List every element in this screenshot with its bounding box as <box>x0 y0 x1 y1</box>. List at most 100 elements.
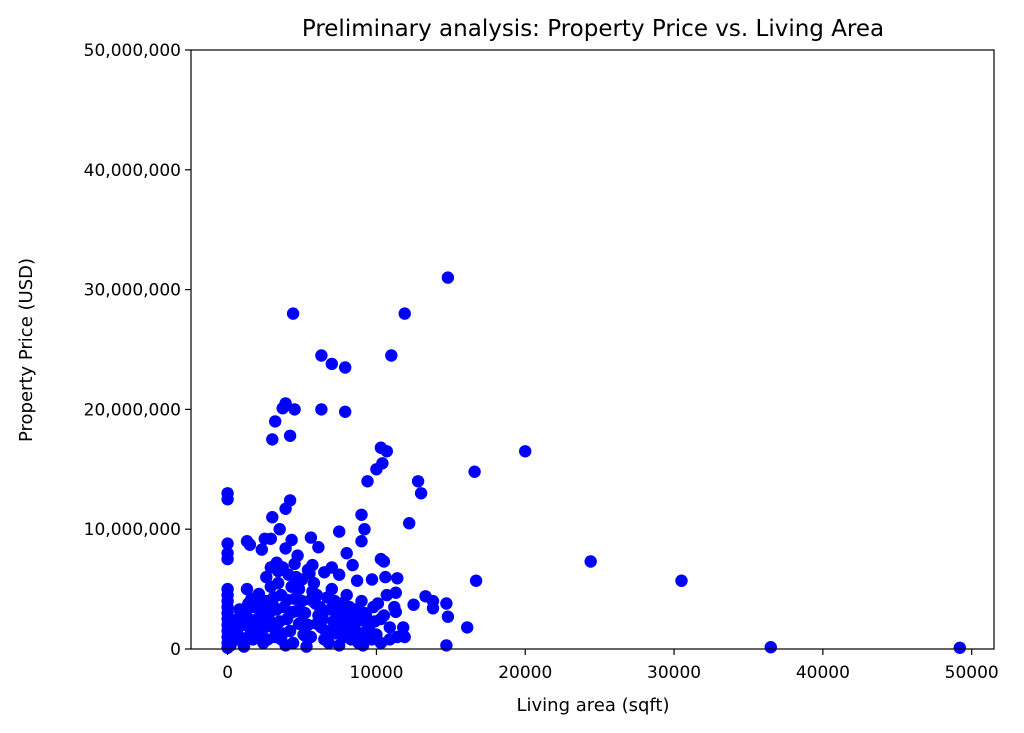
data-point <box>312 541 325 554</box>
data-point <box>339 405 352 418</box>
y-tick-label: 10,000,000 <box>84 520 181 540</box>
x-tick-label: 40000 <box>796 663 850 683</box>
data-point <box>441 271 455 284</box>
data-point <box>355 594 368 608</box>
data-point <box>261 633 274 646</box>
data-point <box>346 617 359 630</box>
data-point <box>953 641 966 654</box>
data-point <box>383 621 396 634</box>
data-point <box>224 639 237 652</box>
data-point <box>358 523 371 536</box>
chart-title: Preliminary analysis: Property Price vs.… <box>302 16 884 42</box>
data-point <box>334 605 347 619</box>
data-point <box>269 415 282 428</box>
data-point <box>346 558 359 572</box>
data-point <box>295 573 309 586</box>
data-point <box>385 349 398 362</box>
data-point <box>355 535 368 548</box>
data-point <box>380 445 393 458</box>
x-tick-label: 20000 <box>498 663 552 683</box>
data-point <box>441 610 455 623</box>
data-point <box>333 568 346 581</box>
data-point <box>252 587 266 601</box>
data-point <box>301 563 315 577</box>
data-point <box>379 570 392 584</box>
data-point <box>519 445 532 458</box>
data-point <box>764 641 777 654</box>
data-point <box>371 597 385 610</box>
data-point <box>288 557 301 571</box>
data-point <box>264 580 277 593</box>
x-tick-label: 30000 <box>647 663 701 683</box>
data-point <box>240 582 254 596</box>
data-point <box>315 403 328 416</box>
data-point <box>266 596 279 609</box>
data-point <box>304 593 318 607</box>
data-point <box>292 617 306 630</box>
y-axis-ticks: 0 10,000,000 20,000,000 30,000,000 40,000,00… <box>84 41 191 660</box>
data-point <box>339 361 352 374</box>
x-axis-ticks: 0 10000 20000 30000 40000 50000 <box>222 649 999 683</box>
data-point <box>318 566 331 579</box>
data-point <box>269 623 282 636</box>
data-point <box>377 555 391 568</box>
data-point <box>398 307 411 320</box>
y-tick-label: 50,000,000 <box>84 41 181 61</box>
data-point <box>286 605 300 619</box>
data-point <box>245 616 258 629</box>
data-point <box>298 629 312 642</box>
data-point <box>255 543 268 556</box>
data-point <box>340 629 353 642</box>
data-point <box>286 307 300 320</box>
data-point <box>389 586 402 599</box>
data-point <box>358 629 371 642</box>
data-point <box>340 547 353 560</box>
x-tick-label: 10000 <box>349 663 403 683</box>
data-point <box>304 531 318 544</box>
data-point <box>273 523 286 536</box>
data-point <box>440 639 453 652</box>
data-point <box>283 429 297 442</box>
x-axis-label: Living area (sqft) <box>516 695 669 716</box>
data-point <box>328 617 341 630</box>
y-tick-label: 40,000,000 <box>84 161 181 181</box>
data-point <box>221 552 234 566</box>
data-point <box>411 475 425 488</box>
data-point <box>266 433 279 446</box>
data-point <box>275 633 288 646</box>
data-point <box>468 465 481 478</box>
data-point <box>414 487 428 500</box>
data-point <box>279 542 292 555</box>
data-point <box>322 629 335 642</box>
y-tick-label: 20,000,000 <box>84 400 181 420</box>
data-point <box>279 502 292 515</box>
data-point <box>440 597 453 610</box>
y-tick-label: 30,000,000 <box>84 281 181 301</box>
data-point <box>276 402 289 415</box>
data-point <box>355 508 368 521</box>
data-point <box>260 605 273 619</box>
data-point <box>315 349 328 362</box>
data-point <box>280 593 294 607</box>
data-point <box>388 600 401 614</box>
data-point <box>260 570 273 584</box>
data-point <box>276 561 289 574</box>
x-tick-label: 50000 <box>945 663 999 683</box>
data-point <box>300 640 313 653</box>
data-point <box>221 493 234 506</box>
data-point <box>248 626 261 639</box>
x-tick-label: 0 <box>222 663 233 683</box>
data-point <box>365 573 379 586</box>
data-point <box>243 538 257 551</box>
data-point <box>316 605 329 619</box>
data-point <box>233 603 246 616</box>
data-point <box>321 591 334 604</box>
data-point <box>397 621 410 634</box>
data-point <box>254 616 267 629</box>
data-point <box>469 574 483 587</box>
data-point <box>310 617 324 630</box>
data-point <box>227 618 240 632</box>
y-tick-label: 0 <box>170 640 181 660</box>
data-point <box>398 630 411 644</box>
